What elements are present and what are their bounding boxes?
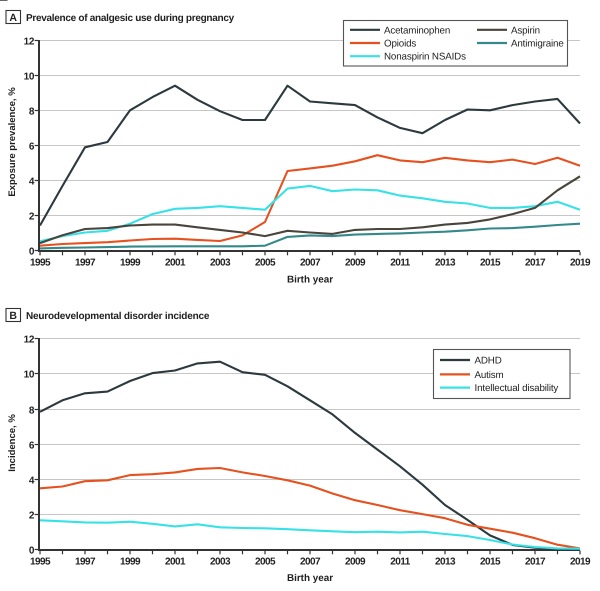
svg-text:Opioids: Opioids: [384, 39, 416, 50]
svg-text:10: 10: [24, 369, 35, 380]
svg-text:2015: 2015: [480, 258, 501, 269]
svg-text:2001: 2001: [165, 258, 186, 269]
svg-text:2: 2: [29, 510, 35, 521]
svg-text:6: 6: [29, 440, 35, 451]
svg-text:2: 2: [29, 211, 35, 222]
svg-text:12: 12: [24, 36, 35, 47]
svg-text:2009: 2009: [345, 258, 366, 269]
svg-text:2017: 2017: [525, 258, 546, 269]
svg-text:Birth year: Birth year: [287, 275, 333, 286]
svg-text:2019: 2019: [570, 258, 591, 269]
svg-text:6: 6: [29, 141, 35, 152]
svg-text:4: 4: [29, 176, 35, 187]
svg-text:0: 0: [29, 246, 35, 257]
svg-text:2009: 2009: [345, 557, 366, 568]
svg-text:2017: 2017: [525, 557, 546, 568]
svg-text:2019: 2019: [570, 557, 591, 568]
svg-text:0: 0: [29, 545, 35, 556]
svg-text:Acetaminophen: Acetaminophen: [384, 25, 450, 36]
svg-text:1999: 1999: [120, 557, 141, 568]
svg-text:2001: 2001: [165, 557, 186, 568]
svg-text:Intellectual disability: Intellectual disability: [475, 383, 559, 394]
svg-text:Incidence, %: Incidence, %: [7, 414, 18, 472]
svg-text:2011: 2011: [390, 258, 410, 269]
svg-text:2007: 2007: [300, 258, 321, 269]
svg-text:2005: 2005: [255, 557, 276, 568]
svg-text:2003: 2003: [210, 557, 231, 568]
svg-text:A: A: [9, 12, 17, 24]
svg-text:2015: 2015: [480, 557, 501, 568]
svg-text:Exposure prevalence, %: Exposure prevalence, %: [7, 87, 18, 197]
svg-text:8: 8: [29, 405, 35, 416]
svg-text:2013: 2013: [435, 557, 456, 568]
svg-text:2007: 2007: [300, 557, 321, 568]
svg-text:Prevalence of analgesic use du: Prevalence of analgesic use during pregn…: [26, 13, 235, 24]
svg-text:Neurodevelopmental disorder in: Neurodevelopmental disorder incidence: [26, 311, 210, 322]
svg-text:1999: 1999: [120, 258, 141, 269]
svg-text:ADHD: ADHD: [475, 356, 502, 367]
svg-text:2003: 2003: [210, 258, 231, 269]
svg-text:1997: 1997: [75, 258, 96, 269]
svg-text:2013: 2013: [435, 258, 456, 269]
svg-text:1995: 1995: [30, 258, 51, 269]
svg-text:4: 4: [29, 475, 35, 486]
svg-text:Autism: Autism: [475, 370, 504, 381]
svg-text:Nonaspirin NSAIDs: Nonaspirin NSAIDs: [384, 52, 466, 63]
svg-text:10: 10: [24, 71, 35, 82]
svg-text:Birth year: Birth year: [287, 573, 333, 584]
svg-text:8: 8: [29, 106, 35, 117]
svg-text:2011: 2011: [390, 557, 410, 568]
svg-text:B: B: [9, 310, 17, 322]
svg-text:1997: 1997: [75, 557, 96, 568]
svg-text:Antimigraine: Antimigraine: [511, 39, 564, 50]
svg-text:Aspirin: Aspirin: [511, 25, 540, 36]
svg-text:12: 12: [24, 334, 35, 345]
svg-text:2005: 2005: [255, 258, 276, 269]
svg-text:1995: 1995: [30, 557, 51, 568]
